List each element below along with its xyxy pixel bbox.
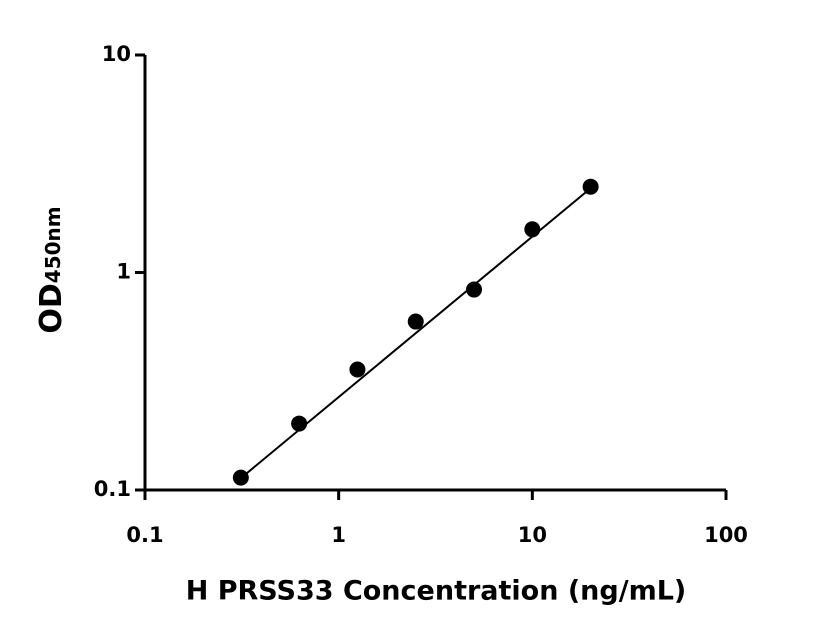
- y-axis-title-main: OD: [34, 283, 69, 333]
- data-point: [291, 415, 308, 432]
- x-axis-title: H PRSS33 Concentration (ng/mL): [186, 576, 687, 607]
- data-point: [466, 281, 483, 298]
- x-tick-label: 10: [518, 523, 547, 547]
- x-tick-label: 1: [331, 523, 346, 547]
- x-tick-label: 100: [704, 523, 748, 547]
- data-point: [349, 361, 366, 378]
- y-axis-title-sub: 450nm: [41, 206, 65, 283]
- y-axis-title: OD450nm: [34, 206, 69, 333]
- data-point: [582, 178, 599, 195]
- data-point: [232, 469, 249, 486]
- y-tick-label: 0.1: [94, 477, 131, 501]
- y-tick-label: 1: [116, 260, 131, 284]
- y-axis-title-group: OD450nm: [34, 206, 69, 333]
- x-tick-label: 0.1: [126, 523, 163, 547]
- data-point: [407, 313, 424, 330]
- y-tick-label: 10: [102, 42, 131, 66]
- data-point: [524, 221, 541, 238]
